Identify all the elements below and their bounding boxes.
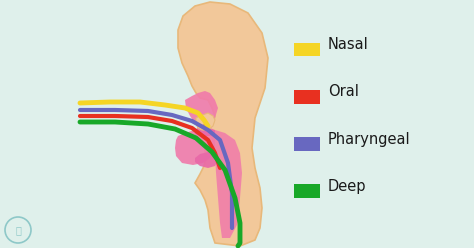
- Polygon shape: [200, 124, 210, 128]
- Polygon shape: [196, 113, 215, 130]
- Bar: [294, 43, 320, 56]
- Polygon shape: [195, 152, 218, 168]
- Text: Deep: Deep: [328, 179, 366, 194]
- Polygon shape: [195, 126, 215, 136]
- Text: Pharyngeal: Pharyngeal: [328, 131, 410, 147]
- Text: Nasal: Nasal: [328, 37, 369, 52]
- Polygon shape: [185, 91, 218, 126]
- Polygon shape: [178, 2, 268, 246]
- Bar: [294, 184, 320, 198]
- Bar: [294, 90, 320, 103]
- Text: 🫁: 🫁: [15, 225, 21, 235]
- Polygon shape: [175, 130, 215, 165]
- Bar: [294, 137, 320, 151]
- Text: Oral: Oral: [328, 84, 359, 99]
- Polygon shape: [208, 130, 242, 238]
